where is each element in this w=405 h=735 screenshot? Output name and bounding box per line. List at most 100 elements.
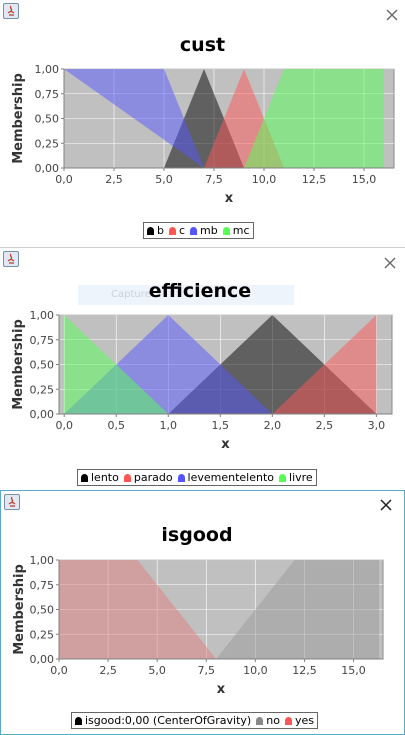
series-area-mc bbox=[244, 69, 384, 168]
y-tick-label: 1,00 bbox=[30, 309, 55, 322]
legend-item: b bbox=[147, 224, 164, 237]
x-tick-label: 1,0 bbox=[160, 419, 178, 432]
series-area-livre bbox=[64, 315, 169, 414]
y-tick-label: 0,00 bbox=[30, 653, 55, 666]
chart-title: efficience bbox=[148, 280, 252, 302]
x-tick-label: 3,0 bbox=[368, 419, 386, 432]
x-tick-label: 12,5 bbox=[302, 173, 327, 186]
legend-swatch bbox=[177, 473, 185, 482]
y-tick-label: 0,50 bbox=[35, 113, 60, 126]
chart-legend: lento parado levementelento livre bbox=[77, 469, 317, 486]
x-tick-label: 0,0 bbox=[50, 664, 68, 677]
x-tick-label: 12,5 bbox=[292, 664, 317, 677]
legend-label: levementelento bbox=[187, 471, 275, 484]
legend-item: isgood:0,00 (CenterOfGravity) bbox=[75, 714, 251, 727]
legend-label: livre bbox=[289, 471, 313, 484]
close-icon[interactable] bbox=[379, 497, 395, 513]
x-axis-label: x bbox=[221, 437, 230, 452]
legend-item: mc bbox=[222, 224, 250, 237]
legend-label: parado bbox=[133, 471, 173, 484]
cust-window: cust 0,0 2,5 5,0 7,5 10,0 12,5 15,0 0,00 0,25 0,5… bbox=[0, 0, 405, 243]
chart-title: isgood bbox=[161, 524, 233, 546]
y-tick-label: 0,50 bbox=[30, 359, 55, 372]
y-tick-label: 0,25 bbox=[35, 137, 60, 150]
x-axis-label: x bbox=[225, 191, 234, 206]
series-area-parado bbox=[272, 315, 377, 414]
capture-watermark: Capture bbox=[78, 285, 294, 305]
java-icon bbox=[3, 251, 19, 267]
legend-label: no bbox=[266, 714, 280, 727]
legend-swatch bbox=[284, 716, 292, 725]
y-tick-label: 0,00 bbox=[35, 162, 60, 175]
x-tick-label: 0,5 bbox=[107, 419, 125, 432]
x-tick-label: 15,0 bbox=[352, 173, 377, 186]
x-tick-label: 2,5 bbox=[316, 419, 334, 432]
x-tick-label: 7,5 bbox=[205, 173, 223, 186]
legend-item: levementelento bbox=[177, 471, 275, 484]
legend-item: yes bbox=[284, 714, 314, 727]
legend-swatch bbox=[123, 473, 131, 482]
legend-label: yes bbox=[294, 714, 314, 727]
legend-item: mb bbox=[190, 224, 218, 237]
legend-swatch bbox=[222, 226, 230, 235]
efficience-window: Capture efficience 0,0 0,5 1,0 1,5 2,0 2,5 3,0… bbox=[0, 247, 405, 488]
y-tick-label: 0,75 bbox=[30, 579, 55, 592]
cust-chart: 0,0 2,5 5,0 7,5 10,0 12,5 15,0 0,00 0,25 0,50 0,75… bbox=[11, 63, 395, 206]
x-tick-label: 15,0 bbox=[341, 664, 366, 677]
legend-swatch bbox=[190, 226, 198, 235]
series-area-no bbox=[216, 560, 380, 659]
y-tick-label: 0,25 bbox=[30, 383, 55, 396]
x-tick-label: 5,0 bbox=[148, 664, 166, 677]
chart-legend: b c mb mc bbox=[143, 222, 254, 239]
efficience-chart: 0,0 0,5 1,0 1,5 2,0 2,5 3,0 0,00 0,25 0,50 0,75 1,0… bbox=[11, 309, 393, 452]
x-tick-label: 2,5 bbox=[105, 173, 123, 186]
close-icon[interactable] bbox=[385, 7, 401, 23]
isgood-window: isgood 0,0 2,5 5,0 7,5 10,0 12,5 15,0 0,00 0,25 0… bbox=[0, 490, 405, 735]
y-tick-label: 0,25 bbox=[30, 628, 55, 641]
y-tick-label: 0,75 bbox=[35, 88, 60, 101]
x-axis-label: x bbox=[217, 682, 226, 697]
legend-swatch bbox=[168, 226, 176, 235]
x-tick-label: 7,5 bbox=[198, 664, 216, 677]
java-icon bbox=[4, 494, 20, 510]
y-tick-label: 1,00 bbox=[35, 63, 60, 76]
series-area-mb bbox=[64, 69, 204, 168]
y-tick-label: 0,50 bbox=[30, 604, 55, 617]
x-tick-label: 10,0 bbox=[243, 664, 268, 677]
legend-item: lento bbox=[81, 471, 119, 484]
legend-label: b bbox=[157, 224, 164, 237]
x-tick-label: 0,0 bbox=[55, 173, 73, 186]
legend-label: lento bbox=[91, 471, 119, 484]
x-tick-label: 10,0 bbox=[252, 173, 277, 186]
legend-label: mc bbox=[232, 224, 250, 237]
y-tick-label: 0,00 bbox=[30, 408, 55, 421]
y-tick-label: 1,00 bbox=[30, 554, 55, 567]
series-area-yes bbox=[59, 560, 217, 659]
chart-legend: isgood:0,00 (CenterOfGravity) no yes bbox=[71, 712, 318, 729]
legend-label: c bbox=[178, 224, 186, 237]
legend-swatch bbox=[147, 226, 154, 235]
x-tick-label: 2,5 bbox=[99, 664, 117, 677]
legend-item: parado bbox=[123, 471, 173, 484]
legend-swatch bbox=[279, 473, 287, 482]
y-axis-label: Membership bbox=[11, 319, 26, 410]
legend-swatch bbox=[75, 716, 82, 725]
x-tick-label: 0,0 bbox=[55, 419, 73, 432]
x-tick-label: 1,5 bbox=[212, 419, 230, 432]
y-axis-label: Membership bbox=[11, 73, 26, 164]
java-icon bbox=[3, 3, 19, 19]
legend-item: c bbox=[168, 224, 186, 237]
legend-swatch bbox=[256, 716, 264, 725]
legend-swatch bbox=[81, 473, 88, 482]
x-tick-label: 2,0 bbox=[264, 419, 282, 432]
x-tick-label: 5,0 bbox=[155, 173, 173, 186]
legend-item: livre bbox=[279, 471, 313, 484]
legend-label: isgood:0,00 (CenterOfGravity) bbox=[85, 714, 252, 727]
chart-title: cust bbox=[179, 34, 226, 56]
y-tick-label: 0,75 bbox=[30, 334, 55, 347]
y-axis-label: Membership bbox=[12, 564, 27, 655]
close-icon[interactable] bbox=[383, 255, 399, 271]
legend-label: mb bbox=[200, 224, 218, 237]
legend-item: no bbox=[256, 714, 280, 727]
isgood-chart: 0,0 2,5 5,0 7,5 10,0 12,5 15,0 0,00 0,25 0,50 0,75… bbox=[12, 554, 384, 697]
